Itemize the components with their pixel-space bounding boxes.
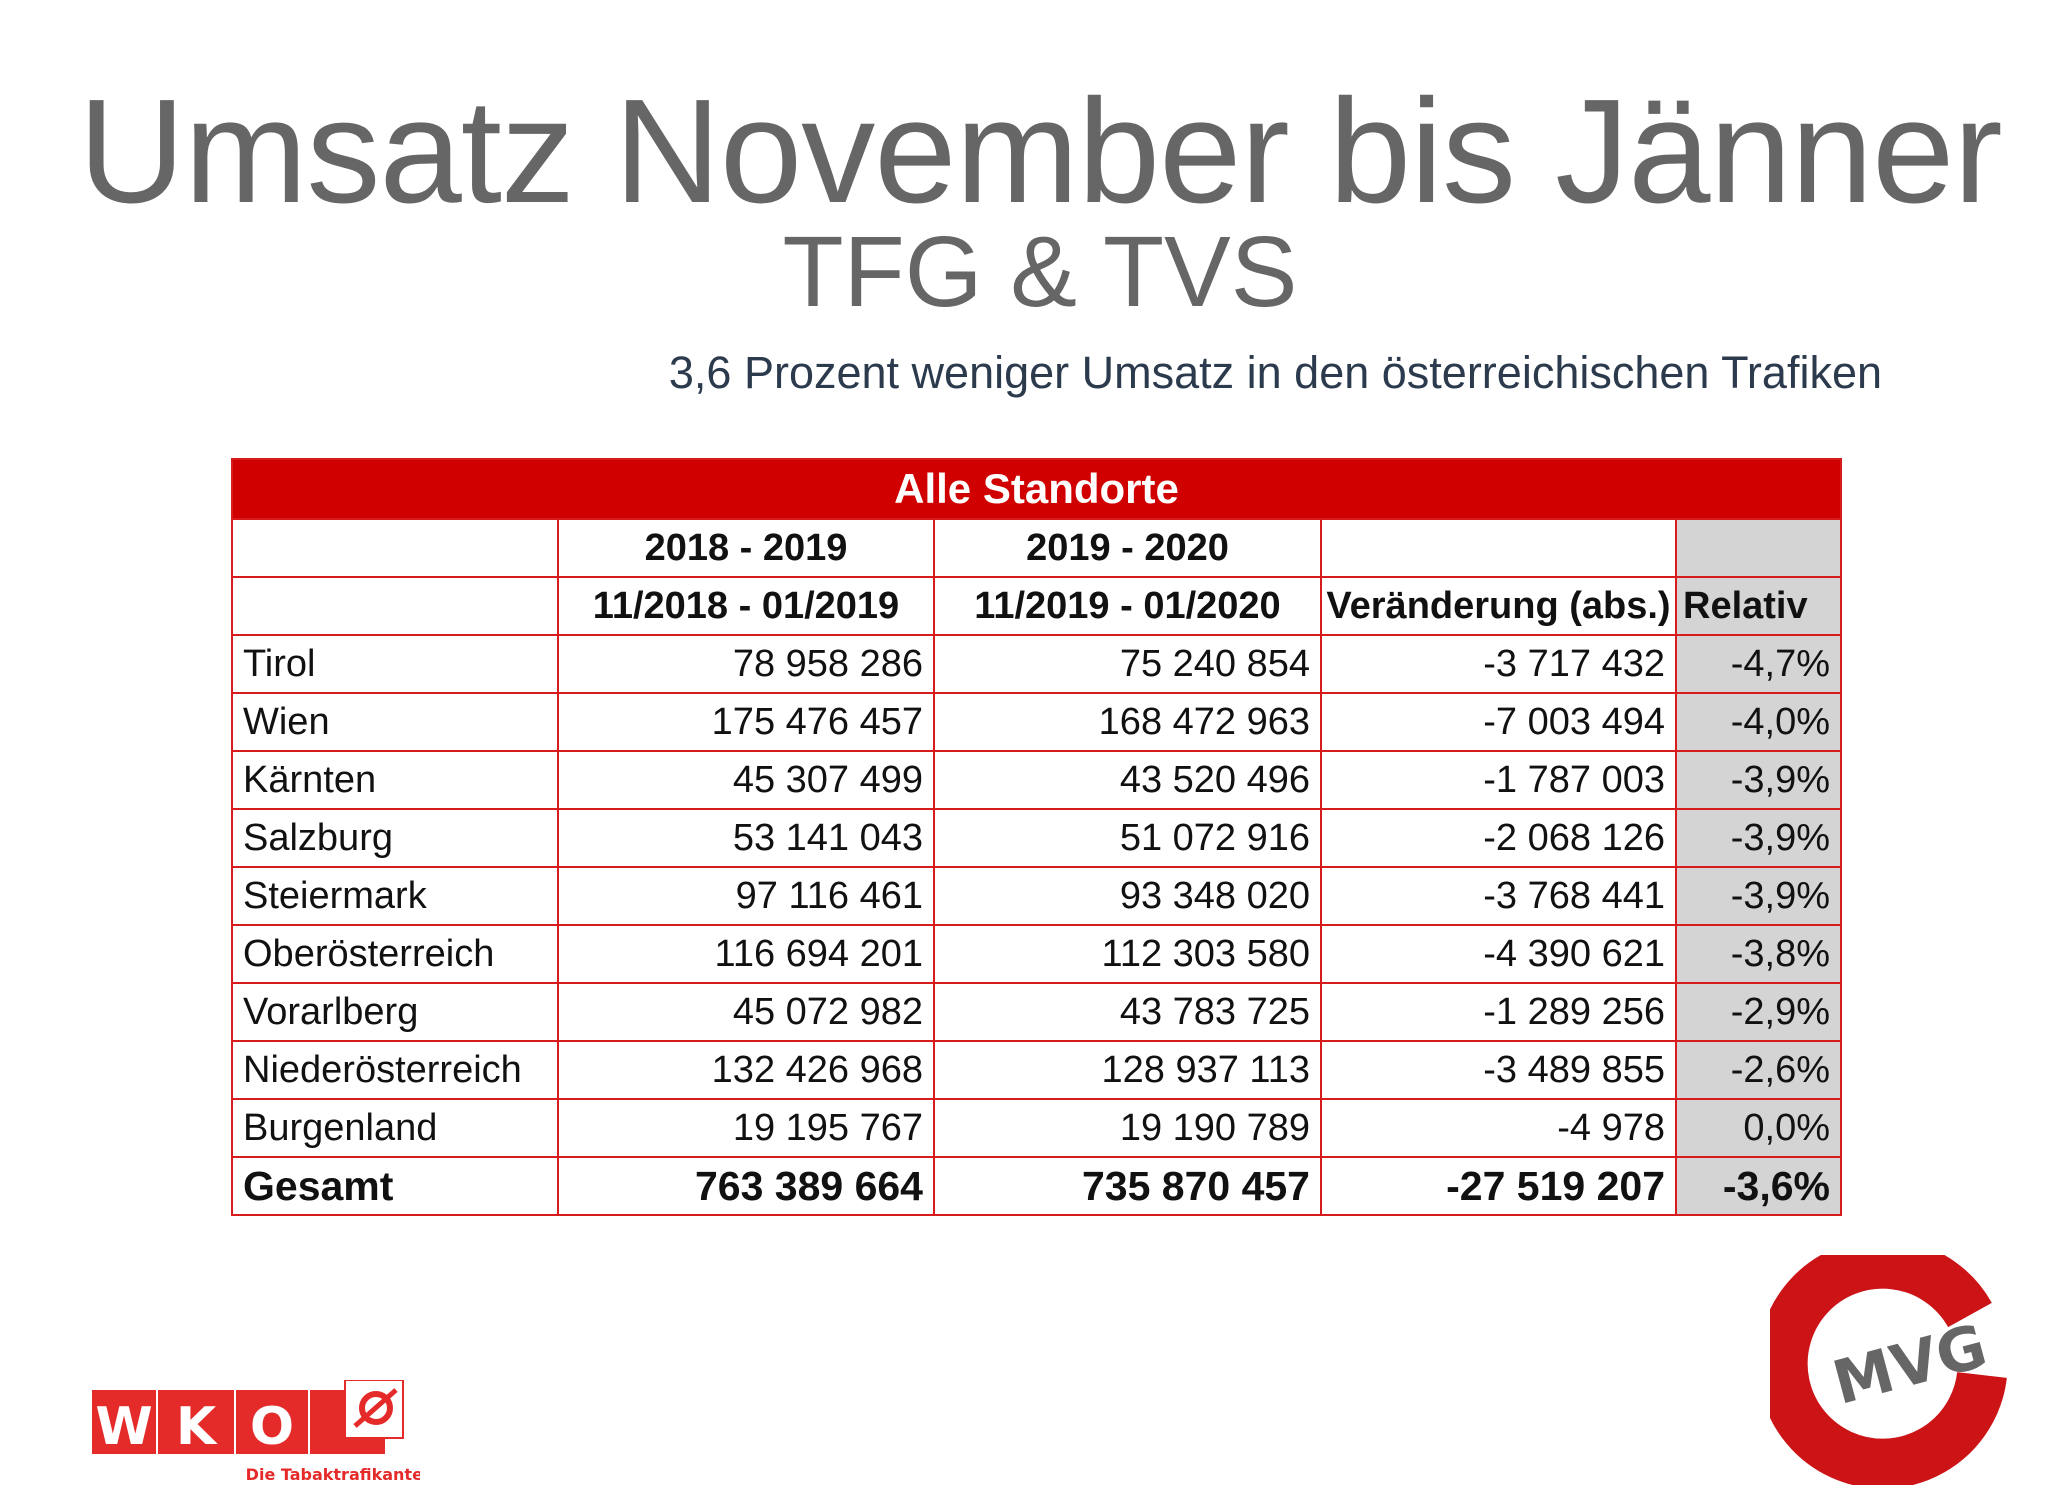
header-cell [231, 576, 559, 636]
relative-cell: -2,9% [1675, 982, 1842, 1042]
value-cell: 128 937 113 [933, 1040, 1322, 1100]
region-cell: Vorarlberg [231, 982, 559, 1042]
relative-cell: -3,6% [1675, 1156, 1842, 1216]
value-cell: 53 141 043 [557, 808, 935, 868]
value-cell: 51 072 916 [933, 808, 1322, 868]
header-cell: 2019 - 2020 [933, 518, 1322, 578]
value-cell: 75 240 854 [933, 634, 1322, 694]
table-row: Niederösterreich 132 426 968 128 937 113 -3… [231, 1040, 1842, 1100]
region-cell: Oberösterreich [231, 924, 559, 984]
region-cell: Wien [231, 692, 559, 752]
lead-text: 3,6 Prozent weniger Umsatz in den österr… [668, 347, 1882, 398]
total-row: Gesamt 763 389 664 735 870 457 -27 519 2… [231, 1156, 1842, 1216]
column-header-row: 11/2018 - 01/2019 11/2019 - 01/2020 Verä… [231, 576, 1842, 636]
relative-cell: -3,9% [1675, 808, 1842, 868]
value-cell: 735 870 457 [933, 1156, 1322, 1216]
table-caption-row: Alle Standorte [231, 458, 1842, 520]
region-cell: Gesamt [231, 1156, 559, 1216]
table-row: Burgenland 19 195 767 19 190 789 -4 978 0,0% [231, 1098, 1842, 1158]
change-cell: -3 717 432 [1320, 634, 1677, 694]
header-cell: Relativ [1675, 576, 1842, 636]
relative-cell: -4,0% [1675, 692, 1842, 752]
relative-cell: -2,6% [1675, 1040, 1842, 1100]
change-cell: -1 289 256 [1320, 982, 1677, 1042]
relative-cell: -3,9% [1675, 866, 1842, 926]
header-cell: 2018 - 2019 [557, 518, 935, 578]
table-caption: Alle Standorte [231, 458, 1842, 520]
region-cell: Burgenland [231, 1098, 559, 1158]
value-cell: 45 072 982 [557, 982, 935, 1042]
svg-text:K: K [176, 1397, 218, 1457]
change-cell: -3 489 855 [1320, 1040, 1677, 1100]
relative-cell: -4,7% [1675, 634, 1842, 694]
value-cell: 93 348 020 [933, 866, 1322, 926]
region-cell: Steiermark [231, 866, 559, 926]
header-cell: 11/2019 - 01/2020 [933, 576, 1322, 636]
table-row: Oberösterreich 116 694 201 112 303 580 -4 3… [231, 924, 1842, 984]
header-cell [231, 518, 559, 578]
mvg-logo: MVG [1770, 1255, 2007, 1485]
value-cell: 175 476 457 [557, 692, 935, 752]
value-cell: 43 520 496 [933, 750, 1322, 810]
value-cell: 97 116 461 [557, 866, 935, 926]
change-cell: -3 768 441 [1320, 866, 1677, 926]
region-cell: Niederösterreich [231, 1040, 559, 1100]
table-row: Wien 175 476 457 168 472 963 -7 003 494 -4,0… [231, 692, 1842, 752]
relative-cell: -3,9% [1675, 750, 1842, 810]
change-cell: -7 003 494 [1320, 692, 1677, 752]
period-header-row: 2018 - 2019 2019 - 2020 [231, 518, 1842, 578]
region-cell: Tirol [231, 634, 559, 694]
table-row: Steiermark 97 116 461 93 348 020 -3 768 441… [231, 866, 1842, 926]
value-cell: 763 389 664 [557, 1156, 935, 1216]
value-cell: 116 694 201 [557, 924, 935, 984]
change-cell: -2 068 126 [1320, 808, 1677, 868]
svg-text:O: O [250, 1397, 294, 1457]
svg-text:W: W [95, 1397, 152, 1457]
relative-cell: 0,0% [1675, 1098, 1842, 1158]
region-cell: Salzburg [231, 808, 559, 868]
change-cell: -4 390 621 [1320, 924, 1677, 984]
value-cell: 78 958 286 [557, 634, 935, 694]
change-cell: -27 519 207 [1320, 1156, 1677, 1216]
value-cell: 132 426 968 [557, 1040, 935, 1100]
value-cell: 19 190 789 [933, 1098, 1322, 1158]
relative-cell: -3,8% [1675, 924, 1842, 984]
value-cell: 19 195 767 [557, 1098, 935, 1158]
page-subtitle: TFG & TVS [782, 216, 1298, 328]
change-cell: -4 978 [1320, 1098, 1677, 1158]
header-cell [1320, 518, 1677, 578]
value-cell: 43 783 725 [933, 982, 1322, 1042]
region-cell: Kärnten [231, 750, 559, 810]
header-cell: 11/2018 - 01/2019 [557, 576, 935, 636]
table-row: Vorarlberg 45 072 982 43 783 725 -1 289 256… [231, 982, 1842, 1042]
header-cell [1675, 518, 1842, 578]
table-row: Kärnten 45 307 499 43 520 496 -1 787 003 -3,… [231, 750, 1842, 810]
sales-table: Alle Standorte 2018 - 2019 2019 - 2020 1… [231, 458, 1842, 1216]
header-cell: Veränderung (abs.) [1320, 576, 1677, 636]
value-cell: 112 303 580 [933, 924, 1322, 984]
table-row: Salzburg 53 141 043 51 072 916 -2 068 126 -3… [231, 808, 1842, 868]
value-cell: 168 472 963 [933, 692, 1322, 752]
table-row: Tirol 78 958 286 75 240 854 -3 717 432 -4,7% [231, 634, 1842, 694]
svg-text:Die Tabaktrafikanten: Die Tabaktrafikanten [246, 1465, 420, 1484]
value-cell: 45 307 499 [557, 750, 935, 810]
change-cell: -1 787 003 [1320, 750, 1677, 810]
page-title: Umsatz November bis Jänner [78, 69, 2002, 234]
wko-logo: W K O Die Tabaktrafikanten [92, 1380, 420, 1484]
